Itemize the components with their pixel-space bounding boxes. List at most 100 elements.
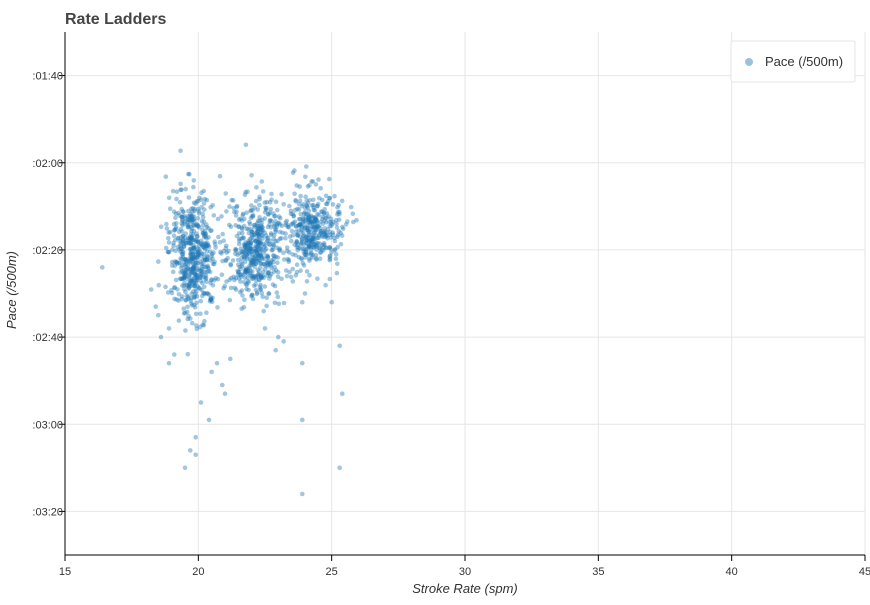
data-point [279, 236, 284, 241]
data-point [324, 201, 329, 207]
data-point [209, 299, 215, 305]
data-point [290, 252, 296, 257]
data-point [239, 259, 244, 265]
data-point [265, 270, 271, 276]
data-point [208, 297, 214, 303]
data-point [261, 241, 266, 247]
data-point [335, 261, 340, 267]
data-point [302, 291, 308, 296]
data-point [307, 182, 312, 188]
data-point [306, 233, 312, 238]
data-point [178, 276, 184, 282]
data-point [224, 209, 229, 214]
data-point [209, 369, 214, 375]
data-point [242, 245, 248, 251]
data-point [306, 218, 311, 223]
data-point [247, 245, 252, 250]
data-point [173, 248, 178, 254]
data-point [317, 246, 322, 251]
data-point [339, 233, 345, 238]
data-point [329, 221, 335, 227]
data-point [300, 360, 305, 366]
data-point [338, 241, 344, 247]
data-point [311, 230, 317, 235]
data-point [248, 227, 254, 232]
data-point [301, 201, 306, 207]
data-point [195, 222, 201, 228]
data-point [320, 221, 326, 226]
data-point [236, 241, 242, 247]
data-point [197, 259, 203, 265]
data-point [305, 235, 311, 240]
data-point [238, 289, 243, 295]
data-point [234, 203, 240, 209]
data-point [300, 246, 305, 252]
data-point [249, 229, 255, 235]
data-point [231, 205, 236, 211]
data-point [239, 236, 244, 241]
data-point [197, 324, 203, 330]
data-point [281, 300, 287, 306]
data-point [197, 274, 203, 280]
data-point [193, 262, 199, 268]
data-point [301, 242, 307, 247]
data-point [193, 222, 198, 228]
data-point [312, 224, 318, 230]
data-point [255, 207, 260, 212]
data-point [188, 283, 193, 289]
data-point [185, 276, 190, 282]
data-point [165, 290, 171, 295]
data-point [206, 225, 211, 231]
data-point [306, 208, 312, 214]
data-point [337, 343, 343, 349]
data-point [168, 229, 173, 235]
data-point [198, 268, 203, 273]
data-point [334, 221, 339, 226]
data-point [278, 216, 283, 221]
data-point [187, 214, 192, 219]
data-point [179, 263, 185, 269]
data-point [227, 277, 232, 283]
data-point [239, 263, 245, 269]
data-point [313, 244, 319, 249]
data-point [269, 258, 274, 263]
data-point [199, 261, 204, 267]
data-point [269, 191, 274, 197]
data-point [193, 286, 198, 292]
data-point [336, 202, 341, 208]
data-point [250, 233, 255, 239]
data-point [253, 274, 259, 279]
data-point [175, 287, 180, 292]
data-point [322, 211, 327, 216]
data-point [238, 266, 243, 272]
data-point [182, 273, 188, 279]
data-point [202, 233, 207, 239]
data-point [324, 233, 329, 238]
data-point [294, 262, 300, 268]
data-point [307, 238, 313, 244]
data-point [255, 229, 260, 234]
data-point [190, 214, 195, 219]
data-point [246, 251, 252, 256]
data-point [293, 199, 299, 204]
data-point [245, 266, 251, 272]
data-point [250, 276, 256, 281]
data-point [271, 259, 276, 265]
data-point [281, 339, 287, 344]
data-point [300, 491, 305, 497]
data-point [191, 294, 197, 300]
data-point [189, 256, 194, 261]
data-point [176, 318, 182, 323]
data-point [185, 240, 191, 246]
data-point [204, 257, 209, 263]
data-point [192, 218, 197, 224]
data-point [273, 254, 279, 259]
data-point [309, 242, 314, 248]
data-point [253, 278, 259, 283]
data-point [179, 239, 184, 244]
data-point [244, 226, 250, 232]
data-point [234, 233, 240, 239]
data-point [322, 229, 327, 234]
data-point [314, 244, 320, 249]
data-point [190, 278, 195, 283]
